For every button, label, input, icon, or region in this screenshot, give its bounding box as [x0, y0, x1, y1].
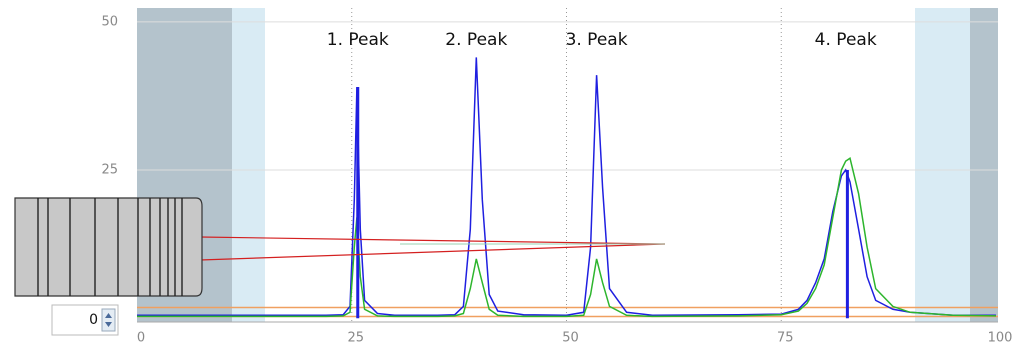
y-tick-label: 25 [101, 163, 118, 178]
x-tick-label: 50 [562, 331, 579, 346]
peak-annotation: 3. Peak [566, 30, 628, 50]
x-tick-label: 0 [137, 331, 145, 346]
margin-region [232, 8, 265, 322]
peak-annotation: 2. Peak [445, 30, 507, 50]
spinner-buttons[interactable] [101, 308, 116, 332]
x-tick-label: 75 [777, 331, 794, 346]
margin-region [915, 8, 970, 322]
y-tick-label: 50 [101, 14, 118, 29]
column [14, 197, 203, 297]
beam [199, 236, 666, 245]
spinner-value: 0 [89, 312, 98, 328]
x-tick-label: 25 [347, 331, 364, 346]
active-region [265, 8, 915, 322]
spinner-arrows [105, 313, 112, 327]
column-widget [14, 197, 666, 297]
peak-annotation: 1. Peak [327, 30, 389, 50]
excluded-region [970, 8, 998, 322]
spinner[interactable]: 0 [51, 304, 119, 336]
peak-annotation: 4. Peak [815, 30, 877, 50]
x-tick-label: 100 [988, 331, 1013, 346]
beam [199, 243, 666, 261]
